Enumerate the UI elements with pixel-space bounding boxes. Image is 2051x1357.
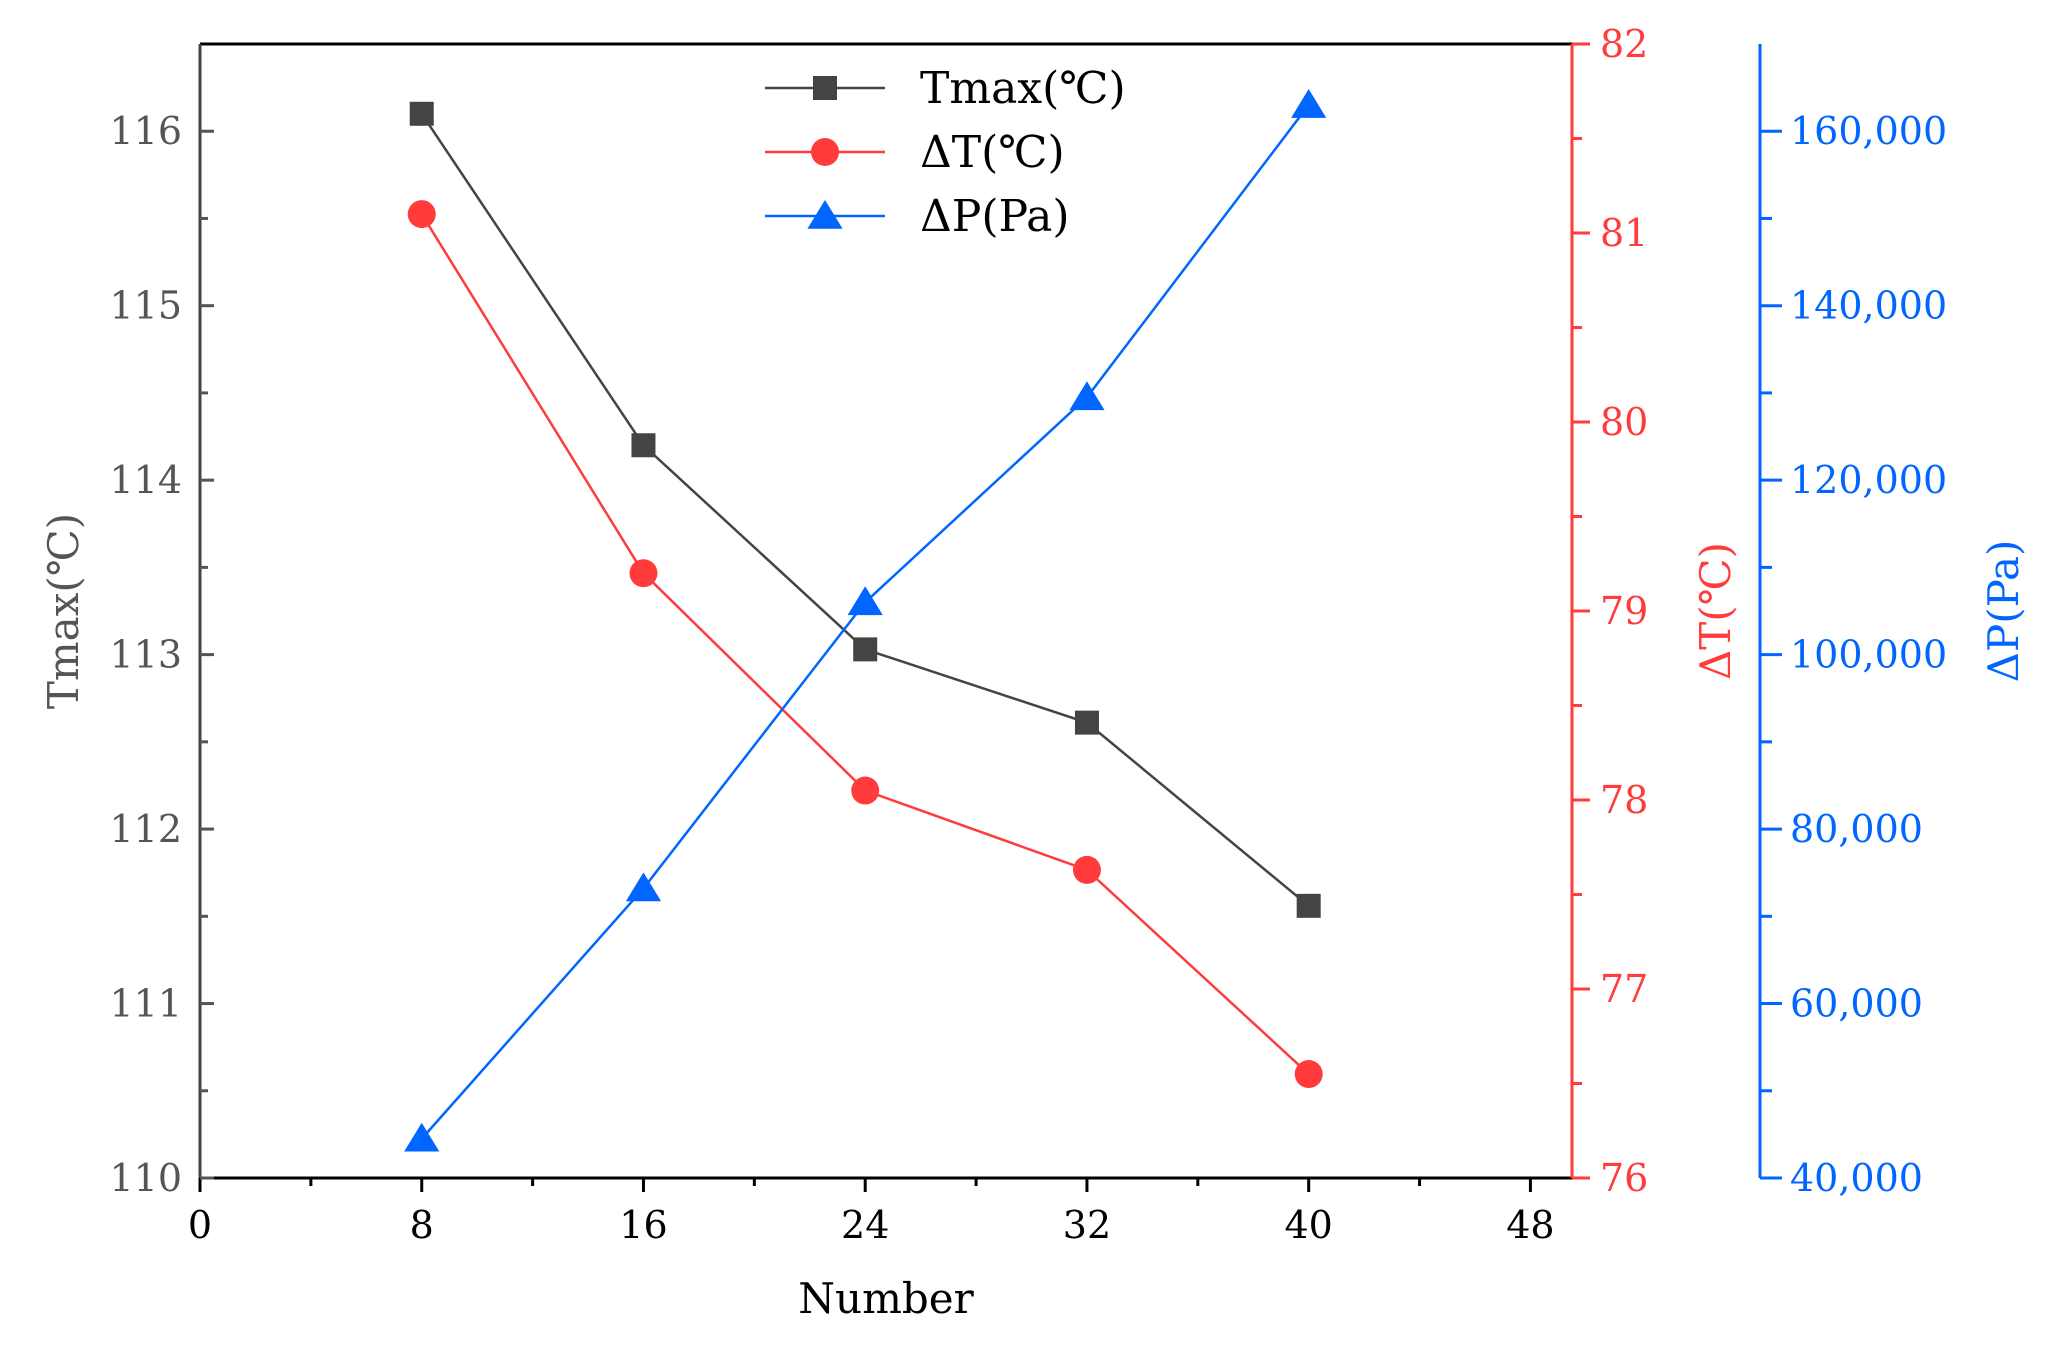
legend-label: ΔT(℃) [920, 127, 1065, 178]
right2-tick-label: 100,000 [1790, 633, 1947, 677]
right2-tick-label: 140,000 [1790, 284, 1947, 328]
left-tick-label: 114 [109, 458, 182, 502]
x-tick-label: 48 [1506, 1203, 1554, 1247]
right-axis-2-title: ΔP(Pa) [1979, 540, 2028, 683]
data-point-triangle [1069, 381, 1105, 411]
x-tick-label: 8 [410, 1203, 434, 1247]
data-point-circle [629, 559, 658, 588]
legend-label: Tmax(℃) [920, 63, 1126, 114]
data-point-circle [851, 776, 880, 805]
series-layer [404, 89, 1327, 1152]
x-tick-label: 0 [188, 1203, 212, 1247]
x-tick-label: 24 [841, 1203, 889, 1247]
right2-tick-label: 40,000 [1790, 1156, 1923, 1200]
x-tick-label: 16 [619, 1203, 667, 1247]
data-point-square [1074, 710, 1099, 735]
right1-tick-label: 81 [1600, 211, 1648, 255]
data-point-circle [1294, 1060, 1323, 1089]
x-tick-label: 32 [1063, 1203, 1111, 1247]
right1-tick-label: 77 [1600, 967, 1648, 1011]
right1-tick-label: 79 [1600, 589, 1648, 633]
right1-tick-label: 78 [1600, 778, 1648, 822]
right2-tick-label: 60,000 [1790, 982, 1923, 1026]
legend: Tmax(℃) ΔT(℃) ΔP(Pa) [765, 63, 1126, 242]
right2-tick-label: 120,000 [1790, 458, 1947, 502]
left-tick-label: 112 [109, 807, 182, 851]
left-tick-label: 116 [109, 109, 182, 153]
left-tick-label: 110 [109, 1156, 182, 1200]
data-point-square [409, 101, 434, 126]
data-point-square [853, 637, 878, 662]
data-point-triangle [404, 1122, 440, 1152]
right1-tick-label: 80 [1600, 400, 1648, 444]
left-tick-label: 113 [109, 633, 182, 677]
axes: 0 8 16 24 32 40 48 Number 110 111 112 113 114 115 116 T… [39, 22, 2028, 1323]
right-axis-1-title: ΔT(℃) [1691, 542, 1740, 680]
right1-tick-label: 76 [1600, 1156, 1648, 1200]
legend-marker-square [813, 76, 837, 100]
data-point-circle [407, 200, 436, 229]
right2-tick-label: 80,000 [1790, 807, 1923, 851]
data-point-triangle [1291, 89, 1327, 118]
right2-tick-label: 160,000 [1790, 109, 1947, 153]
data-point-square [631, 433, 656, 458]
left-axis-title: Tmax(℃) [39, 513, 88, 709]
legend-label: ΔP(Pa) [920, 191, 1070, 242]
legend-marker-triangle [807, 200, 843, 229]
data-point-triangle [625, 872, 662, 902]
data-point-square [1296, 893, 1321, 918]
series-line-3 [420, 104, 1310, 1140]
legend-marker-circle [811, 138, 839, 166]
x-tick-label: 40 [1285, 1203, 1333, 1247]
right1-tick-label: 82 [1600, 22, 1648, 66]
plot-frame [198, 42, 1572, 1180]
left-tick-label: 111 [109, 982, 182, 1026]
left-tick-label: 115 [109, 284, 182, 328]
data-point-triangle [847, 586, 883, 616]
data-point-circle [1072, 855, 1101, 884]
x-axis-title: Number [798, 1274, 974, 1323]
